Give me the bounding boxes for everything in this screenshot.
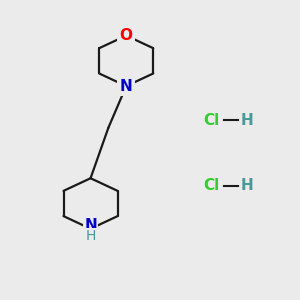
Text: H: H [240,113,253,128]
Text: N: N [120,79,133,94]
Text: H: H [85,229,96,243]
Text: H: H [240,178,253,193]
Text: N: N [84,218,97,233]
Text: O: O [120,28,133,43]
Text: Cl: Cl [203,113,219,128]
Text: Cl: Cl [203,178,219,193]
